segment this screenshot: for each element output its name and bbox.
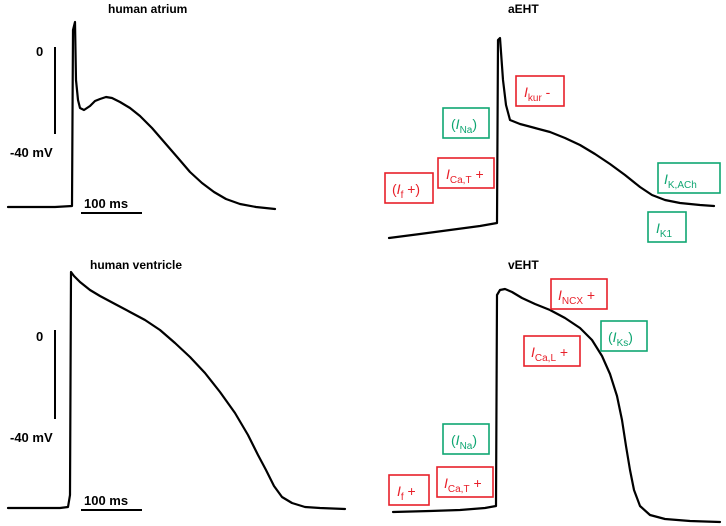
current-symbol: I [664, 171, 668, 187]
time-scale-label: 100 ms [84, 493, 128, 508]
current-symbol: I [558, 287, 562, 303]
svg-text:(INa): (INa) [451, 116, 477, 136]
current-box-incx: INCX + [550, 278, 608, 310]
current-box-ik1: IK1 [647, 211, 687, 243]
current-prefix: ( [451, 116, 456, 132]
current-box-ikach: IK,ACh [657, 162, 721, 194]
current-subscript: kur [528, 93, 543, 104]
panel-aeht: aEHT Ikur - (INa) ICa,T + (If +) IK,ACh … [384, 2, 721, 243]
current-suffix: + [583, 287, 595, 303]
panel-title: human atrium [108, 2, 187, 16]
current-suffix: ) [472, 432, 477, 448]
action-potential-trace [6, 270, 347, 511]
current-symbol: I [444, 475, 448, 491]
panel-title: vEHT [508, 258, 539, 272]
current-symbol: I [397, 181, 401, 197]
current-box-ina: (INa) [442, 423, 490, 455]
current-subscript: K,ACh [668, 180, 697, 191]
svg-text:Ikur -: Ikur - [524, 84, 551, 104]
current-prefix: ( [608, 329, 613, 345]
current-symbol: I [656, 220, 660, 236]
current-box-ina: (INa) [442, 107, 490, 139]
current-subscript: f [401, 190, 404, 201]
svg-text:IK,ACh: IK,ACh [664, 171, 697, 191]
current-subscript: NCX [562, 296, 583, 307]
current-symbol: I [524, 84, 528, 100]
current-subscript: Ks [617, 338, 629, 349]
svg-text:If +: If + [397, 483, 416, 503]
svg-text:(INa): (INa) [451, 432, 477, 452]
svg-text:ICa,L +: ICa,L + [531, 344, 568, 364]
current-box-if: (If +) [384, 172, 434, 204]
action-potential-trace [391, 287, 722, 524]
current-suffix: ) [628, 329, 633, 345]
panel-human-ventricle: human ventricle 0 -40 mV 100 ms [6, 258, 347, 511]
current-symbol: I [456, 432, 460, 448]
svg-text:IK1: IK1 [656, 220, 673, 240]
current-box-ical: ICa,L + [523, 335, 581, 367]
current-symbol: I [397, 483, 401, 499]
panel-veht: vEHT INCX + (IKs) ICa,L + (INa) If + ICa… [388, 258, 722, 524]
zero-voltage-label: 0 [36, 44, 43, 59]
panel-human-atrium: human atrium 0 -40 mV 100 ms [6, 2, 277, 214]
current-subscript: Na [460, 125, 473, 136]
svg-text:INCX +: INCX + [558, 287, 595, 307]
current-box-iks: (IKs) [600, 320, 648, 352]
svg-text:(If +): (If +) [392, 181, 420, 201]
current-subscript: f [401, 492, 404, 503]
current-box-icat: ICa,T + [436, 466, 494, 498]
current-subscript: Na [460, 441, 473, 452]
action-potential-trace [387, 36, 716, 240]
action-potential-trace [6, 20, 277, 211]
current-suffix: + [470, 475, 482, 491]
current-subscript: K1 [660, 229, 673, 240]
current-suffix: + [404, 483, 416, 499]
current-symbol: I [446, 166, 450, 182]
current-subscript: Ca,T [450, 175, 472, 186]
current-suffix: - [542, 84, 551, 100]
current-subscript: Ca,L [535, 353, 557, 364]
current-symbol: I [613, 329, 617, 345]
current-suffix: +) [403, 181, 420, 197]
panel-title: human ventricle [90, 258, 182, 272]
zero-voltage-label: 0 [36, 329, 43, 344]
svg-text:ICa,T +: ICa,T + [446, 166, 484, 186]
time-scale-label: 100 ms [84, 196, 128, 211]
current-box-ikur: Ikur - [515, 75, 565, 107]
current-suffix: ) [472, 116, 477, 132]
voltage-scale-label: -40 mV [10, 430, 53, 445]
current-subscript: Ca,T [448, 484, 470, 495]
current-suffix: + [556, 344, 568, 360]
svg-text:ICa,T +: ICa,T + [444, 475, 482, 495]
current-symbol: I [456, 116, 460, 132]
current-prefix: ( [451, 432, 456, 448]
voltage-scale-label: -40 mV [10, 145, 53, 160]
current-suffix: + [472, 166, 484, 182]
current-symbol: I [531, 344, 535, 360]
current-prefix: ( [392, 181, 397, 197]
svg-text:(IKs): (IKs) [608, 329, 633, 349]
current-box-if: If + [388, 474, 430, 506]
panel-title: aEHT [508, 2, 539, 16]
current-box-icat: ICa,T + [437, 157, 495, 189]
